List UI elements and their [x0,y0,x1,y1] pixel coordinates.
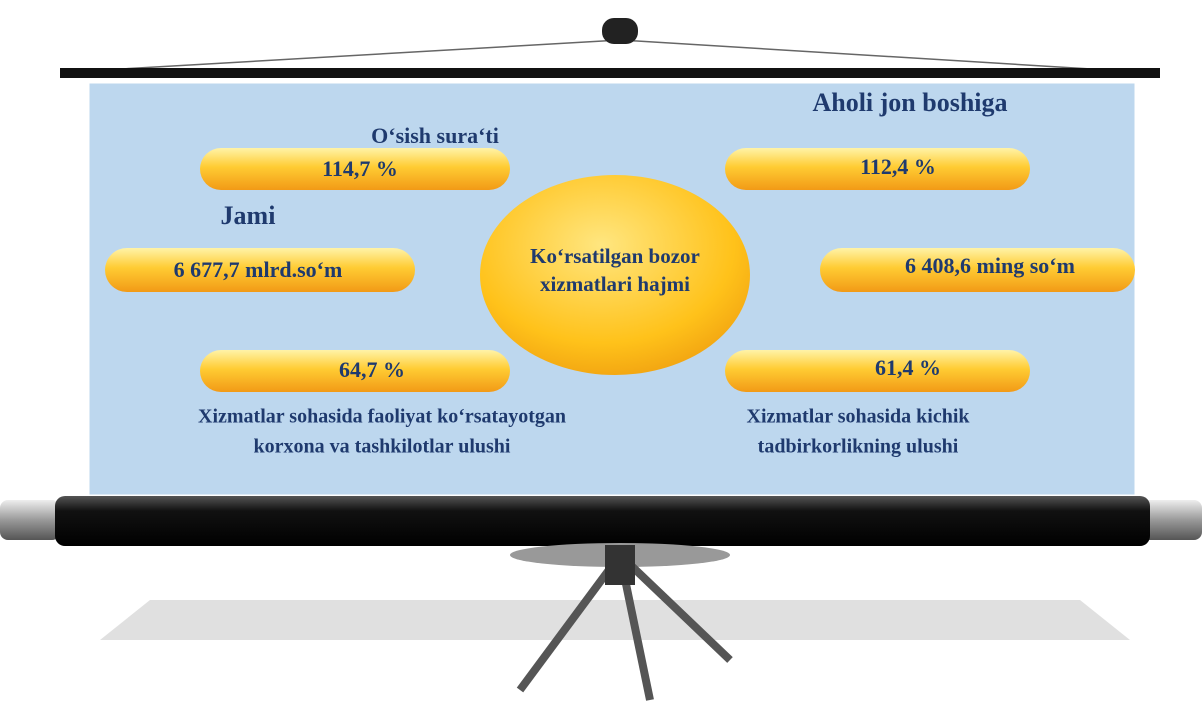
caption: tadbirkorlikning ulushi [758,436,959,458]
growth-title: O‘sish sura‘ti [371,123,499,148]
total-title: Jami [221,201,276,230]
growth-value: 112,4 % [860,154,936,179]
share-value: 61,4 % [875,355,941,380]
per-capita-value: 6 408,6 ming so‘m [905,253,1075,278]
caption: Xizmatlar sohasida kichik [747,406,971,428]
caption: Xizmatlar sohasida faoliyat ko‘rsatayotg… [198,406,566,428]
growth-value: 114,7 % [322,156,398,181]
center-line: Ko‘rsatilgan bozor [530,244,700,268]
caption: korxona va tashkilotlar ulushi [254,436,511,458]
total-value: 6 677,7 mlrd.so‘m [174,257,343,282]
center-line: xizmatlari hajmi [540,272,690,296]
per-capita-title: Aholi jon boshiga [812,88,1007,117]
share-value: 64,7 % [339,357,405,382]
slide: Ko‘rsatilgan bozor xizmatlari hajmi O‘si… [0,0,1202,704]
